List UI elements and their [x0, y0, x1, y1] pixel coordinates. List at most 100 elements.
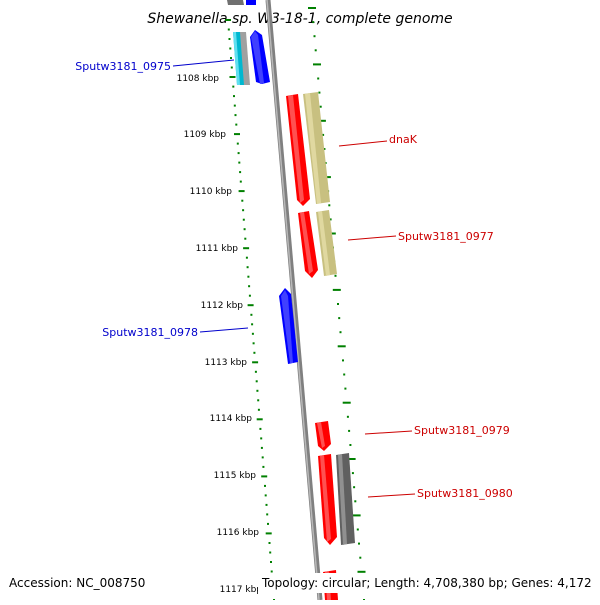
tick-mark [245, 256, 248, 259]
backbone-line [265, 0, 323, 601]
tick-mark [260, 437, 263, 440]
tick-mark [230, 57, 232, 59]
scale-label: 1116 kbp [217, 528, 260, 538]
tick-mark [247, 304, 254, 307]
tick-mark [242, 218, 245, 221]
tick-mark [250, 313, 253, 316]
tick-mark [313, 35, 316, 38]
scale-label: 1114 kbp [210, 414, 253, 424]
accession-text: Accession: NC_008750 [9, 576, 145, 590]
tick-mark [227, 28, 230, 31]
scale-label: 1113 kbp [205, 358, 248, 368]
label-text: Sputw3181_0980 [417, 487, 513, 500]
tick-mark [234, 133, 240, 136]
tick-mark [344, 387, 347, 390]
tick-mark [358, 542, 360, 545]
tick-mark [317, 77, 320, 80]
tick-mark [256, 389, 259, 392]
tick-mark [233, 95, 235, 98]
tick-mark [314, 49, 317, 52]
tick-mark [243, 228, 246, 231]
tick-mark [243, 247, 250, 250]
tick-mark [339, 331, 342, 334]
tick-mark [328, 204, 331, 207]
label-text: dnaK [389, 133, 418, 146]
scale-label: 1112 kbp [201, 301, 244, 311]
tick-mark [264, 484, 266, 487]
tick-mark [318, 91, 321, 94]
tick-mark [264, 494, 267, 497]
scale-label: 1108 kbp [177, 74, 220, 84]
tick-mark [229, 76, 236, 78]
tick-mark [241, 199, 244, 202]
tick-mark [334, 274, 337, 277]
tick-mark [270, 570, 273, 573]
tick-mark [347, 458, 356, 460]
tick-mark [352, 514, 361, 517]
tick-mark [319, 105, 322, 108]
map-title: Shewanella sp. W3-18-1, complete genome [147, 11, 452, 27]
tick-mark [234, 114, 237, 117]
feature-khaki-1 [303, 92, 330, 204]
scale-labels: 1108 kbp 1109 kbp 1110 kbp 1111 kbp 1112… [177, 74, 263, 595]
tick-mark [312, 21, 315, 24]
tick-mark [354, 500, 357, 503]
label-text: Sputw3181_0977 [398, 230, 494, 243]
gene-sputw3181-0980[interactable] [318, 454, 337, 545]
feature-cyan [233, 32, 250, 85]
tick-mark [244, 237, 247, 240]
tick-mark [235, 123, 238, 126]
gene-label-sputw3181-0980[interactable]: Sputw3181_0980 [367, 487, 513, 500]
tick-mark [337, 303, 339, 305]
gene-sputw3181-0977[interactable] [298, 211, 318, 278]
scale-label: 1115 kbp [214, 471, 257, 481]
tick-mark [268, 542, 271, 544]
tick-mark [239, 171, 242, 174]
gene-label-sputw3181-0979[interactable]: Sputw3181_0979 [364, 424, 510, 437]
gene-label-dnak[interactable]: dnaK [338, 133, 418, 147]
tick-mark [269, 551, 272, 554]
gene-sputw3181-0978[interactable] [279, 288, 298, 364]
tick-mark [332, 288, 341, 291]
tick-mark [251, 323, 254, 326]
scale-label: 1110 kbp [190, 187, 233, 197]
gene-sputw3181-0975[interactable] [250, 30, 270, 84]
tick-mark [257, 399, 260, 402]
tick-mark [246, 266, 249, 269]
topology-text: Topology: circular; Length: 4,708,380 bp… [261, 576, 592, 590]
footer-backdrop [258, 573, 598, 593]
tick-mark [225, 19, 231, 21]
tick-mark [353, 486, 356, 489]
tick-mark [342, 401, 351, 404]
tick-mark [236, 142, 239, 145]
tick-mark [308, 7, 316, 9]
tick-mark [255, 380, 258, 383]
gene-label-sputw3181-0978[interactable]: Sputw3181_0978 [102, 326, 249, 339]
tick-mark [266, 513, 269, 516]
tick-mark [351, 472, 354, 475]
tick-mark [252, 342, 255, 345]
tick-mark [229, 47, 232, 50]
scale-label: 1117 kbp [220, 585, 263, 595]
tick-mark [322, 133, 325, 136]
gene-sputw3181-0979[interactable] [315, 421, 331, 451]
tick-mark [338, 317, 341, 320]
tick-mark [233, 104, 236, 107]
tick-mark [259, 427, 262, 430]
gene-label-sputw3181-0977[interactable]: Sputw3181_0977 [347, 230, 494, 243]
tick-mark [270, 561, 272, 563]
tick-mark [257, 408, 260, 411]
tick-mark [267, 522, 269, 525]
tick-mark [356, 528, 359, 531]
tick-mark [238, 190, 245, 193]
tick-mark [323, 148, 326, 150]
label-text: Sputw3181_0979 [414, 424, 510, 437]
tick-mark [242, 209, 245, 212]
tick-mark [337, 345, 346, 348]
gene-label-sputw3181-0975[interactable]: Sputw3181_0975 [75, 59, 235, 73]
tick-mark [348, 429, 351, 432]
gene-dnak[interactable] [286, 94, 310, 206]
label-text: Sputw3181_0978 [102, 326, 198, 339]
